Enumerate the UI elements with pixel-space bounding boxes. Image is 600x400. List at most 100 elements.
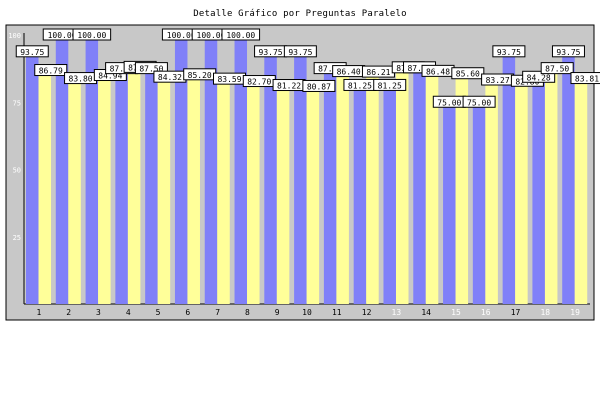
data-label-series1-10-box <box>283 45 317 58</box>
x-tick-label-3: 3 <box>96 308 101 317</box>
data-label-series2-11: 86.40 <box>337 68 361 77</box>
bar-series2-5 <box>157 77 171 304</box>
data-label-series1-7: 100.00 <box>197 31 226 40</box>
x-tick-label-2: 2 <box>66 308 71 317</box>
x-tick-label-18: 18 <box>540 308 550 317</box>
bar-series1-5 <box>145 68 158 304</box>
bar-series1-17 <box>502 51 516 304</box>
data-label-series2-19-box <box>570 72 600 85</box>
data-label-series2-1-box <box>34 64 68 77</box>
data-label-series2-15: 85.60 <box>456 70 480 79</box>
data-label-series1-19-box <box>551 45 585 58</box>
data-label-series1-13-box <box>373 78 407 91</box>
data-label-series2-2: 83.80 <box>69 75 93 84</box>
data-label-series1-4: 87.50 <box>110 65 134 74</box>
data-label-series2-12: 86.21 <box>366 68 390 77</box>
x-tick-label-19: 19 <box>570 308 580 317</box>
x-tick-label-8: 8 <box>245 308 250 317</box>
bar-series2-17 <box>515 81 528 304</box>
data-label-series1-10: 93.75 <box>288 48 312 57</box>
bar-series1-15 <box>443 102 456 304</box>
data-label-series1-3: 100.00 <box>77 31 106 40</box>
data-label-series1-3-box <box>72 28 112 41</box>
data-label-series2-5: 84.32 <box>158 73 182 82</box>
bar-series1-4 <box>115 68 128 304</box>
bar-series1-8 <box>234 35 248 304</box>
data-label-series2-3: 84.94 <box>98 72 122 81</box>
data-label-series1-16: 75.00 <box>467 98 491 107</box>
x-tick-label-9: 9 <box>275 308 280 317</box>
data-label-series1-13: 81.25 <box>378 81 402 90</box>
data-label-series1-8-box <box>221 28 261 41</box>
data-label-series1-15: 75.00 <box>437 98 461 107</box>
bar-series2-9 <box>276 85 290 305</box>
x-tick-label-7: 7 <box>215 308 220 317</box>
x-tick-label-12: 12 <box>362 308 372 317</box>
y-tick-label-75: 75 <box>13 99 21 107</box>
data-label-series2-10: 80.87 <box>307 82 331 91</box>
bar-series1-11 <box>323 68 337 304</box>
bar-series2-16 <box>485 80 498 305</box>
bar-series1-14 <box>413 67 426 305</box>
data-label-series1-19: 93.75 <box>556 48 580 57</box>
data-label-series1-12: 81.25 <box>348 81 372 90</box>
bar-series1-10 <box>294 51 307 304</box>
x-tick-label-5: 5 <box>156 308 161 317</box>
bar-series1-13 <box>383 85 396 304</box>
data-label-series2-9: 81.22 <box>277 82 301 91</box>
data-label-series2-15-box <box>451 67 485 80</box>
bar-series1-3 <box>85 35 99 304</box>
bar-series1-7 <box>204 35 218 304</box>
data-label-series2-18: 87.50 <box>545 65 569 74</box>
bar-series1-9 <box>264 51 277 304</box>
x-tick-label-1: 1 <box>36 308 41 317</box>
bar-series2-12 <box>366 72 379 305</box>
data-label-series1-5-box <box>134 62 168 75</box>
y-tick-label-50: 50 <box>13 167 21 175</box>
data-label-series2-1: 86.79 <box>39 67 63 76</box>
bar-series1-2 <box>55 35 69 304</box>
bar-series2-3 <box>98 75 111 304</box>
y-tick-label-100: 100 <box>8 32 21 40</box>
bar-series2-7 <box>217 79 230 304</box>
x-tick-label-10: 10 <box>302 308 312 317</box>
data-label-series1-18: 84.28 <box>527 73 551 82</box>
data-label-series2-16: 83.27 <box>486 76 510 85</box>
data-label-series1-2: 100.00 <box>48 31 77 40</box>
bar-series2-8 <box>247 81 260 304</box>
bar-series2-1 <box>38 70 52 304</box>
bar-series2-2 <box>68 78 81 304</box>
data-label-series1-16-box <box>462 95 496 108</box>
bar-series2-4 <box>127 67 141 304</box>
data-label-series1-18-box <box>522 70 556 83</box>
y-tick-label-25: 25 <box>13 234 21 242</box>
data-label-series2-10-box <box>302 79 336 92</box>
bar-series1-19 <box>562 51 575 304</box>
bar-series2-14 <box>425 71 439 304</box>
x-tick-label-6: 6 <box>185 308 190 317</box>
x-tick-label-11: 11 <box>332 308 342 317</box>
bar-series1-12 <box>353 85 367 304</box>
data-label-series1-1: 93.75 <box>20 48 44 57</box>
x-tick-label-17: 17 <box>511 308 521 317</box>
bar-series1-1 <box>26 51 39 304</box>
data-label-series2-18-box <box>540 62 574 75</box>
chart-title: Detalle Gráfico por Preguntas Paralelo <box>193 9 407 19</box>
bar-series2-19 <box>574 78 588 304</box>
data-label-series2-14: 86.48 <box>426 67 450 76</box>
x-tick-label-13: 13 <box>392 308 402 317</box>
data-label-series1-17-box <box>492 45 526 58</box>
bar-series2-6 <box>187 74 200 304</box>
data-label-series1-1-box <box>15 45 49 58</box>
x-tick-label-14: 14 <box>421 308 431 317</box>
data-label-series1-9: 93.75 <box>259 48 283 57</box>
bar-series2-11 <box>336 71 349 304</box>
data-label-series1-11: 87.50 <box>318 65 342 74</box>
data-label-series2-19: 83.81 <box>575 75 599 84</box>
x-tick-label-16: 16 <box>481 308 491 317</box>
x-tick-label-15: 15 <box>451 308 461 317</box>
bar-series1-16 <box>472 102 486 304</box>
data-label-series2-8: 82.70 <box>247 78 271 87</box>
